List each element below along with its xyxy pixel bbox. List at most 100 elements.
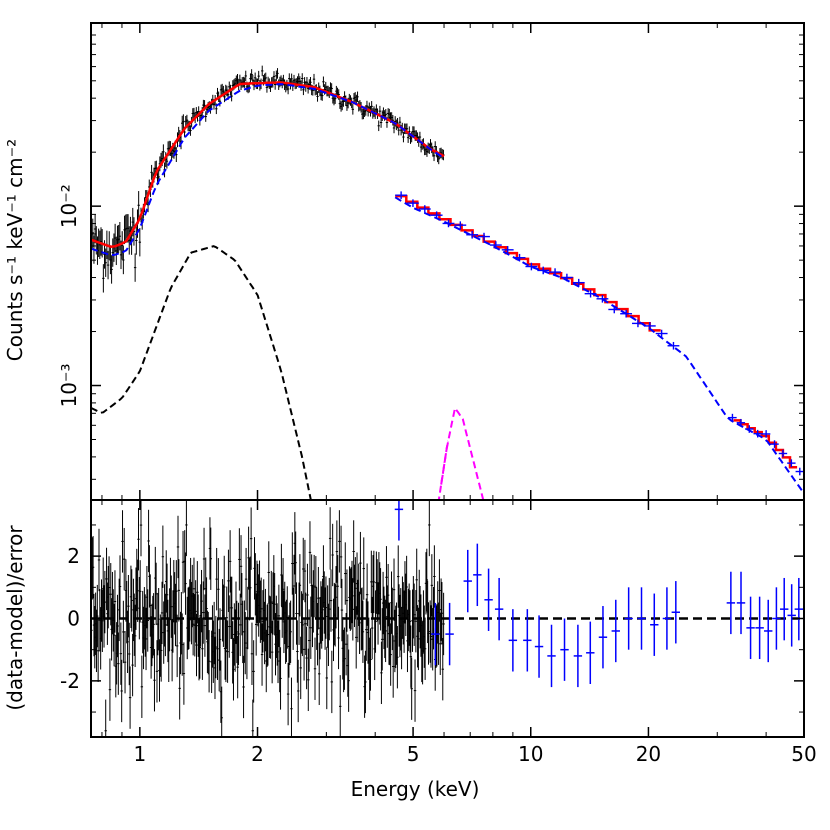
residual-point bbox=[394, 500, 404, 541]
spectrum-y-axis-label: Counts s⁻¹ keV⁻¹ cm⁻² bbox=[3, 139, 27, 361]
residual-point bbox=[337, 606, 340, 670]
data-point bbox=[379, 117, 383, 128]
data-point bbox=[236, 74, 239, 85]
data-point bbox=[288, 73, 291, 84]
residual-point bbox=[671, 581, 681, 644]
residual-point bbox=[196, 561, 199, 624]
residual-point bbox=[121, 510, 124, 573]
data-point bbox=[407, 199, 419, 207]
residual-frame bbox=[90, 499, 805, 738]
residual-point bbox=[787, 584, 796, 647]
residual-point bbox=[374, 590, 377, 653]
residual-point bbox=[207, 630, 211, 693]
data-point bbox=[204, 111, 207, 122]
residual-point bbox=[329, 569, 333, 632]
model-curve bbox=[440, 440, 450, 485]
residual-point bbox=[155, 640, 159, 703]
residual-point bbox=[117, 632, 120, 695]
residual-point bbox=[412, 583, 416, 646]
residual-point bbox=[264, 588, 267, 652]
residual-point bbox=[209, 527, 212, 590]
residual-point bbox=[202, 581, 205, 644]
residual-point bbox=[215, 547, 218, 611]
residual-point bbox=[308, 521, 312, 584]
residual-point bbox=[146, 589, 149, 652]
residual-point bbox=[385, 546, 388, 609]
residual-point bbox=[251, 699, 255, 737]
data-point bbox=[655, 329, 668, 338]
residual-point bbox=[236, 635, 239, 699]
residual-point bbox=[354, 557, 357, 620]
data-point bbox=[102, 264, 105, 293]
residual-point bbox=[425, 548, 429, 612]
data-point bbox=[138, 227, 142, 257]
residual-point bbox=[432, 587, 435, 650]
x-tick-labels: 1 2 5 10 20 50 bbox=[133, 742, 816, 766]
residual-point bbox=[280, 543, 283, 607]
residual-point bbox=[384, 599, 387, 663]
residual-point bbox=[202, 527, 206, 591]
residual-point bbox=[335, 520, 339, 583]
residual-point bbox=[431, 602, 440, 666]
data-point bbox=[584, 289, 597, 298]
residual-point bbox=[279, 647, 282, 710]
data-point bbox=[250, 69, 253, 80]
data-point bbox=[312, 73, 316, 85]
residual-point bbox=[149, 574, 152, 637]
residual-point bbox=[96, 619, 100, 682]
residual-point bbox=[417, 607, 420, 671]
data-point bbox=[778, 449, 788, 458]
residual-point bbox=[304, 592, 307, 655]
residual-point bbox=[380, 641, 383, 705]
residual-point bbox=[167, 619, 170, 683]
residual-point bbox=[318, 642, 321, 706]
data-point bbox=[137, 191, 140, 220]
data-point bbox=[478, 232, 490, 241]
residual-point bbox=[331, 523, 334, 587]
residual-point bbox=[339, 525, 343, 589]
residual-point bbox=[397, 545, 400, 608]
residual-point bbox=[235, 600, 239, 664]
residual-point bbox=[345, 569, 349, 632]
spectrum-y-tick-labels: 10⁻² 10⁻³ bbox=[57, 184, 81, 407]
data-point bbox=[525, 262, 538, 271]
residual-point bbox=[161, 525, 165, 588]
residual-point bbox=[508, 609, 518, 672]
residual-point bbox=[157, 588, 160, 651]
residual-point bbox=[410, 657, 413, 720]
residual-point bbox=[123, 630, 127, 694]
residual-point bbox=[292, 554, 296, 618]
residual-point bbox=[354, 606, 358, 669]
data-point bbox=[736, 418, 746, 427]
residual-point bbox=[91, 536, 95, 599]
residual-point bbox=[294, 531, 297, 594]
data-point bbox=[120, 231, 124, 260]
data-point bbox=[454, 221, 467, 229]
residual-point bbox=[119, 622, 123, 685]
residual-point bbox=[170, 575, 173, 638]
residual-point bbox=[246, 586, 249, 650]
residual-point bbox=[136, 559, 139, 622]
data-point bbox=[620, 309, 633, 318]
data-point bbox=[560, 273, 573, 282]
data-point bbox=[356, 91, 359, 103]
residual-y-axis-label: (data-model)/error bbox=[3, 525, 27, 711]
residual-point bbox=[273, 573, 276, 636]
data-point bbox=[322, 76, 325, 88]
residual-point bbox=[336, 555, 339, 618]
residual-point bbox=[429, 605, 433, 668]
residual-point bbox=[351, 578, 355, 641]
data-point bbox=[351, 104, 355, 115]
x-tick-label: 5 bbox=[407, 742, 420, 766]
data-point bbox=[135, 226, 138, 255]
residual-point bbox=[344, 612, 348, 676]
residual-point bbox=[239, 535, 243, 598]
residual-point bbox=[200, 569, 203, 633]
residual-point bbox=[228, 595, 231, 658]
residual-point bbox=[244, 547, 248, 611]
data-point bbox=[273, 79, 277, 90]
residual-point bbox=[317, 566, 320, 630]
data-point bbox=[185, 114, 189, 126]
residual-point bbox=[217, 558, 220, 621]
data-point bbox=[290, 73, 293, 85]
